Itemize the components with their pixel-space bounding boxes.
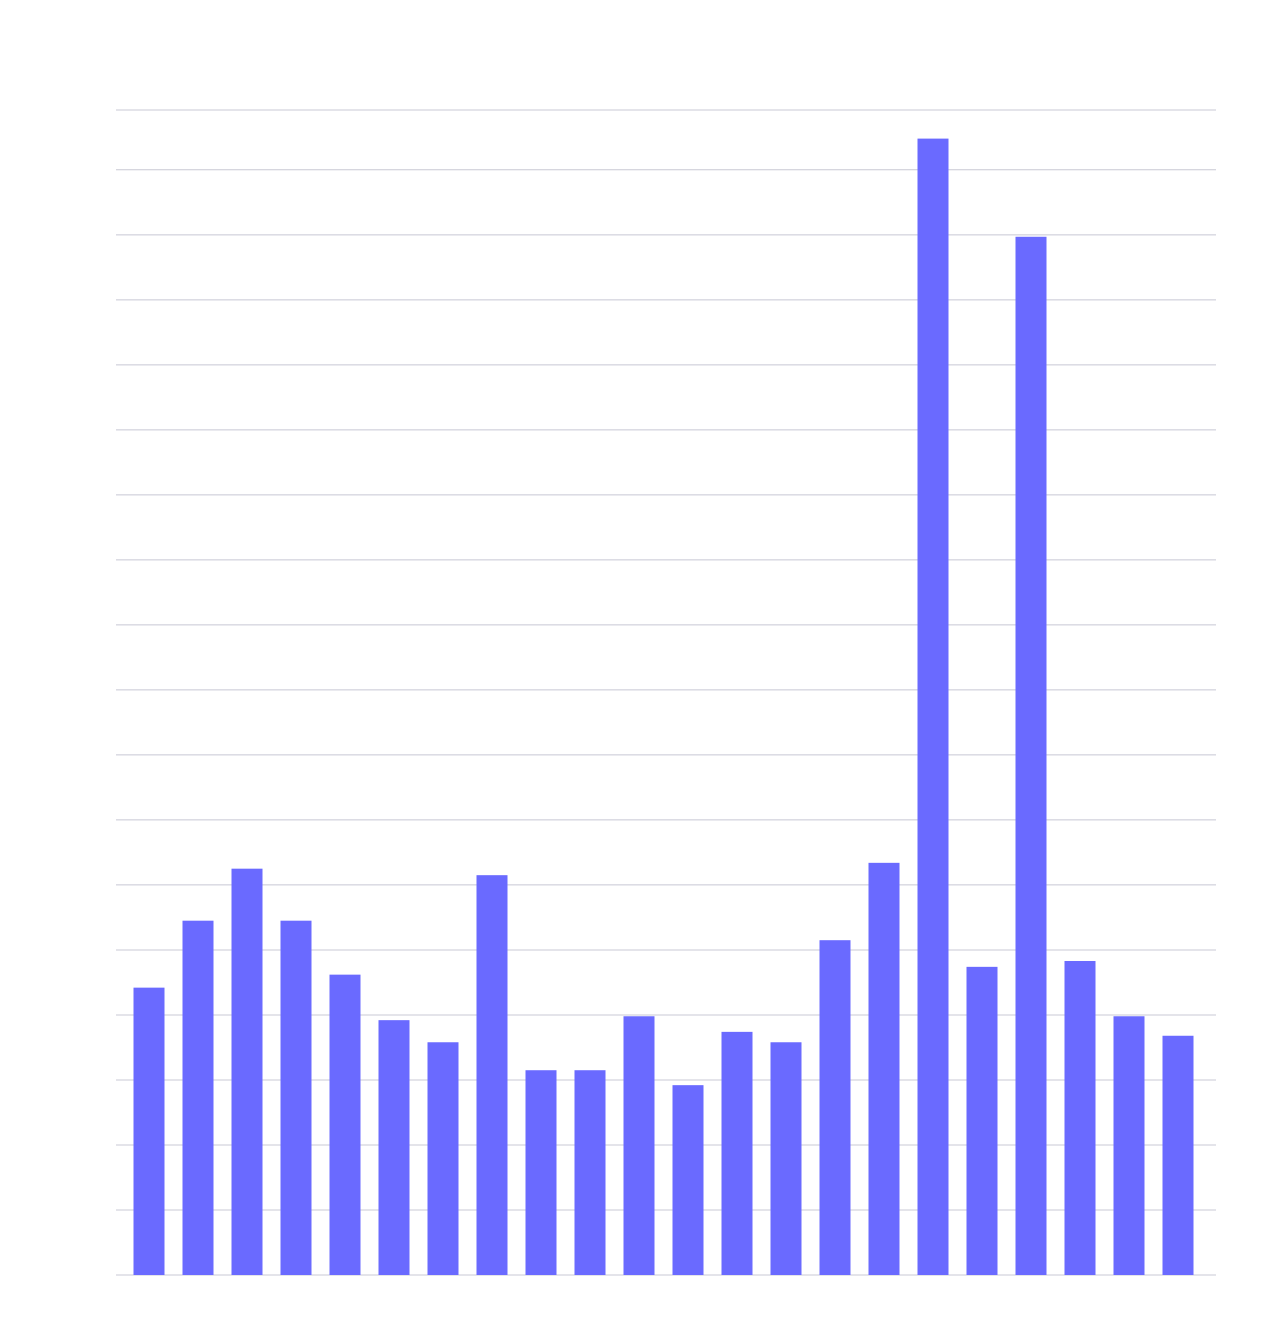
bar bbox=[1162, 1035, 1194, 1275]
bar bbox=[1064, 960, 1096, 1275]
bar bbox=[574, 1070, 606, 1275]
bar bbox=[770, 1042, 802, 1275]
bar bbox=[1113, 1016, 1145, 1275]
bar bbox=[280, 920, 312, 1275]
bar bbox=[525, 1070, 557, 1275]
bar bbox=[427, 1042, 459, 1275]
bar bbox=[623, 1016, 655, 1275]
bar bbox=[672, 1085, 704, 1275]
bar bbox=[917, 138, 949, 1276]
bar bbox=[133, 987, 165, 1275]
bar bbox=[1015, 236, 1047, 1276]
bar bbox=[231, 868, 263, 1275]
bar bbox=[966, 966, 998, 1275]
bar bbox=[378, 1020, 410, 1275]
bar bbox=[819, 940, 851, 1275]
bar bbox=[182, 920, 214, 1275]
bar bbox=[721, 1031, 753, 1275]
bar bbox=[476, 875, 508, 1275]
bar bbox=[329, 974, 361, 1275]
bar bbox=[868, 862, 900, 1275]
